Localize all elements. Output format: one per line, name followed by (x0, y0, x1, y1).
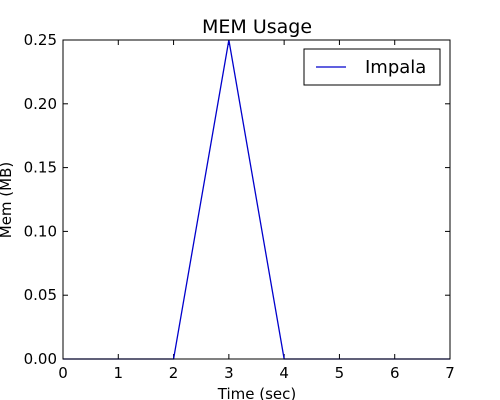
legend: Impala (303, 48, 441, 86)
x-tick-label: 6 (390, 364, 400, 382)
plot-frame (62, 39, 451, 360)
y-tick-label: 0.10 (24, 222, 57, 240)
x-tick-label: 3 (224, 364, 234, 382)
x-axis-label: Time (sec) (217, 385, 296, 400)
x-tick-label: 0 (58, 364, 68, 382)
y-tick-label: 0.20 (24, 95, 57, 113)
y-tick-label: 0.05 (24, 286, 57, 304)
x-tick-label: 7 (445, 364, 455, 382)
x-tick-label: 5 (335, 364, 345, 382)
y-tick-label: 0.15 (24, 159, 57, 177)
y-tick-label: 0.00 (24, 350, 57, 368)
x-tick-label: 2 (169, 364, 179, 382)
x-axis-ticks: 0 1 2 3 4 5 6 7 (58, 40, 455, 382)
x-tick-label: 4 (279, 364, 289, 382)
legend-label-impala: Impala (365, 57, 426, 78)
x-tick-label: 1 (114, 364, 124, 382)
y-axis-label: Mem (MB) (0, 162, 15, 239)
y-axis-ticks: 0.00 0.05 0.10 0.15 0.20 0.25 (24, 31, 450, 368)
series-line-impala (63, 39, 450, 360)
y-tick-label: 0.25 (24, 31, 57, 49)
series-layer (63, 39, 450, 360)
chart-title: MEM Usage (202, 16, 312, 38)
